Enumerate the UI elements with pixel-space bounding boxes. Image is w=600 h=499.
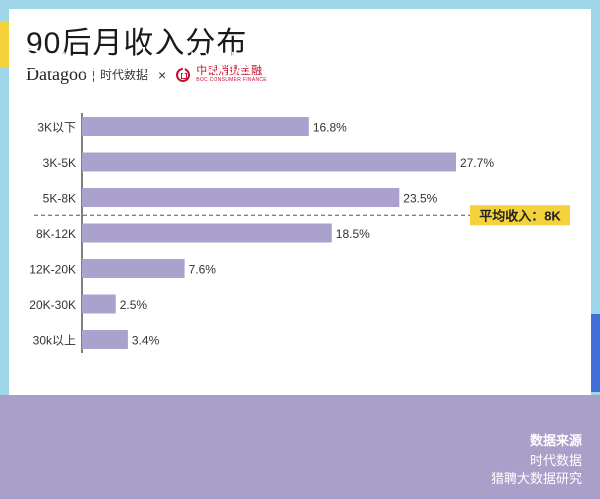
average-income-badge <box>470 205 570 226</box>
category-label-2: 5K-8K <box>43 192 76 206</box>
footer-logo-cn: 时代数据 <box>153 50 254 78</box>
boc-logo-cn: 中银消费金融 <box>196 65 263 77</box>
boc-logo: 中银消费金融 BOC CONSUMER FINANCE <box>196 66 267 83</box>
datagoo-logo-text: Datagoo <box>26 64 87 84</box>
category-label-3: 8K-12K <box>36 227 76 241</box>
bar-2 <box>82 188 400 207</box>
value-label-2: 23.5% <box>403 192 437 206</box>
boc-logo-en: BOC CONSUMER FINANCE <box>196 77 267 83</box>
category-label-6: 30k以上 <box>33 334 76 348</box>
value-label-5: 2.5% <box>120 298 148 312</box>
value-label-3: 18.5% <box>336 227 370 241</box>
chart-title: 90后月收入分布 <box>26 27 248 60</box>
source-title: 数据来源 <box>529 433 582 448</box>
footer-logo: Datagoo 时代数据 <box>20 42 253 80</box>
blue-accent-bar <box>591 314 600 392</box>
logo-divider <box>92 67 94 82</box>
value-label-1: 27.7% <box>460 156 494 170</box>
category-label-4: 12K-20K <box>29 263 76 277</box>
bar-4 <box>82 259 185 278</box>
right-border <box>591 0 600 395</box>
data-source: 数据来源 时代数据 猎聘大数据研究 <box>491 430 582 488</box>
source-line-1: 时代数据 <box>529 453 582 468</box>
yellow-accent-bar <box>0 22 9 68</box>
top-border <box>0 0 600 9</box>
datagoo-logo-cn: 时代数据 <box>99 68 148 82</box>
boc-logo-icon <box>176 67 191 82</box>
category-label-0: 3K以下 <box>37 121 76 135</box>
bar-5 <box>82 294 116 314</box>
left-border <box>0 0 9 395</box>
header-logos: Datagoo 时代数据 × 中银消费金融 BOC CONSUMER FINAN… <box>26 64 267 85</box>
footer-band <box>0 395 600 499</box>
category-label-1: 3K-5K <box>43 156 76 170</box>
income-bar-chart: 3K以下 16.8% 3K-5K 27.7% 5K-8K 23.5% 8K-12K 18.5%… <box>29 113 570 353</box>
source-line-2: 猎聘大数据研究 <box>490 471 582 486</box>
value-label-4: 7.6% <box>189 263 217 277</box>
logo-times-sign: × <box>158 66 167 83</box>
bar-0 <box>82 117 309 136</box>
bar-3 <box>82 223 332 243</box>
value-label-6: 3.4% <box>132 334 160 348</box>
average-income-label: 平均收入：8K <box>479 208 561 223</box>
footer-logo-divider <box>143 47 146 75</box>
value-label-0: 16.8% <box>313 121 347 135</box>
category-label-5: 20K-30K <box>29 298 76 312</box>
footer-logo-text: Datagoo <box>20 42 136 79</box>
bar-6 <box>82 330 128 349</box>
bar-1 <box>82 152 456 172</box>
